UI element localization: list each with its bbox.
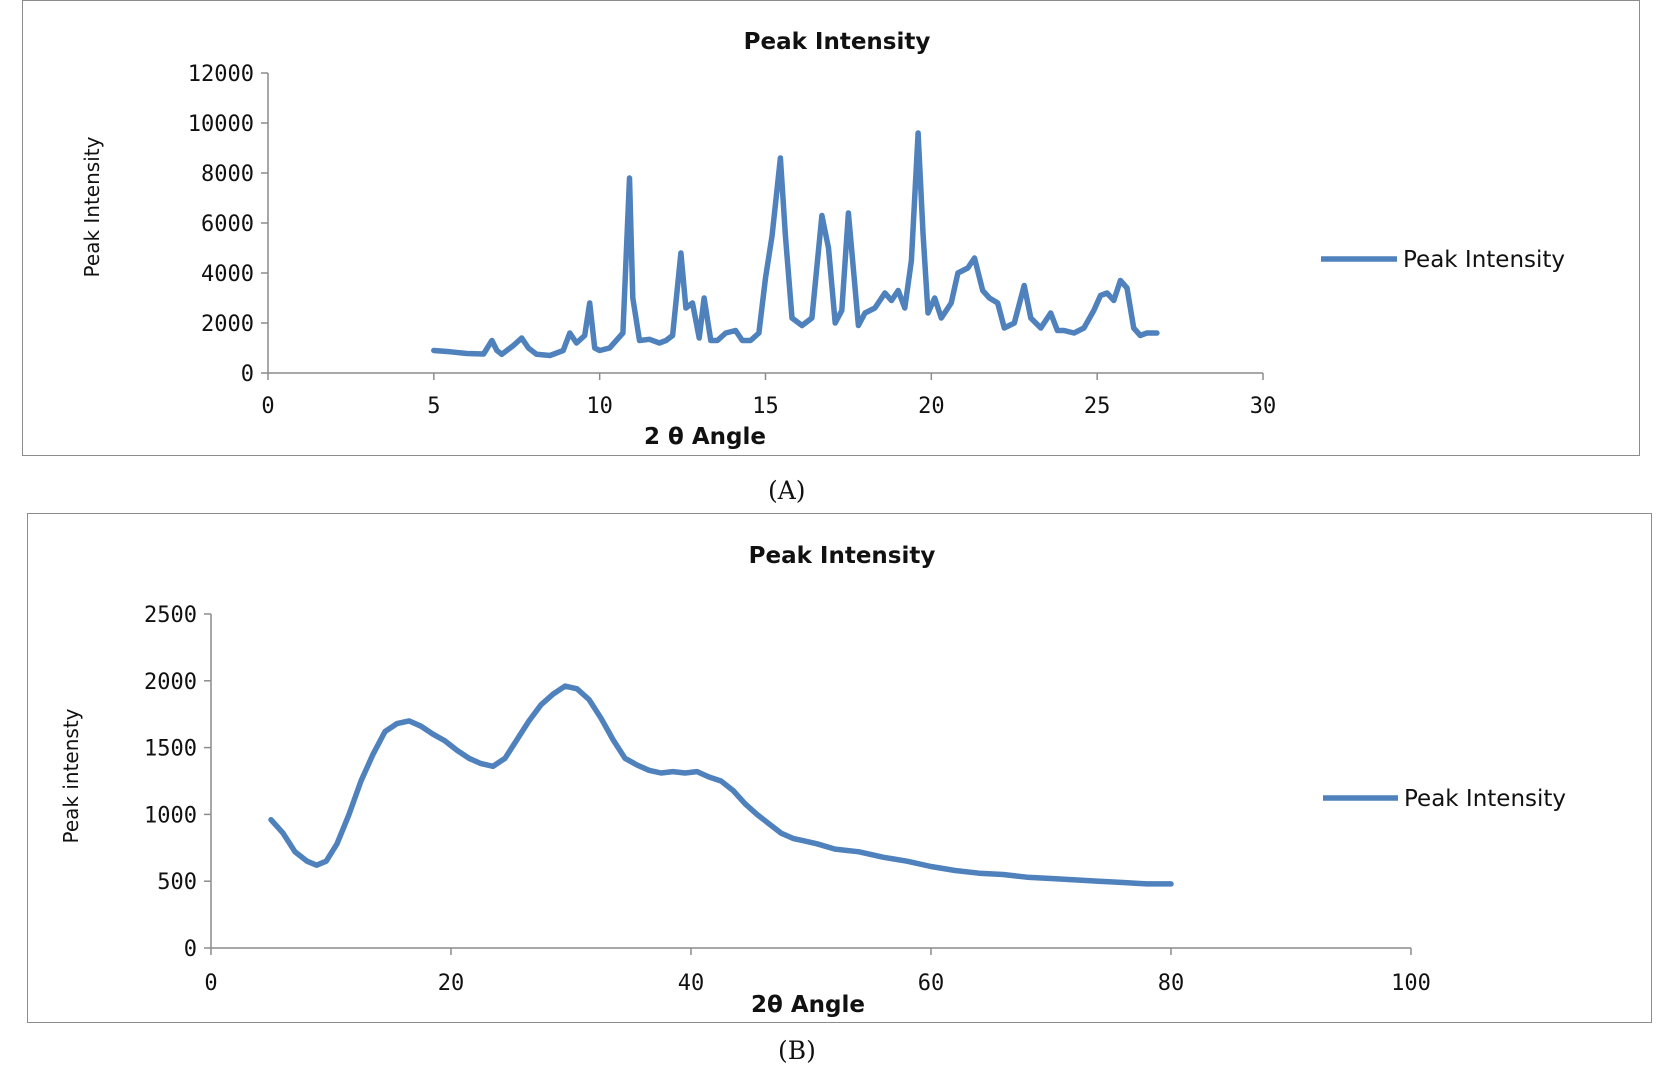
y-tick-label: 2500 xyxy=(144,603,197,628)
chart-a-title: Peak Intensity xyxy=(744,29,931,55)
caption-a: (A) xyxy=(768,476,806,505)
x-tick-label: 100 xyxy=(1391,971,1431,996)
x-tick-label: 10 xyxy=(586,394,613,419)
y-tick-label: 6000 xyxy=(201,212,254,237)
chart-a-xlabel: 2 θ Angle xyxy=(644,424,766,450)
y-tick-label: 2000 xyxy=(144,670,197,695)
y-tick-label: 1000 xyxy=(144,803,197,828)
x-tick-label: 40 xyxy=(678,971,705,996)
chart-a-ticks: 0 5 10 15 20 25 30 12000 10000 8000 6000 4000 2000 0 xyxy=(188,62,1276,419)
y-tick-label: 10000 xyxy=(188,112,254,137)
chart-b-title: Peak Intensity xyxy=(749,543,936,569)
chart-b-legend-label: Peak Intensity xyxy=(1404,786,1566,812)
chart-panel-b: Peak Intensity 2θ Angle Peak intensty 0 2… xyxy=(27,513,1652,1023)
chart-a-svg: Peak Intensity 2 θ Angle Peak Intensity … xyxy=(80,29,1565,450)
y-tick-label: 0 xyxy=(241,362,254,387)
y-tick-label: 2000 xyxy=(201,312,254,337)
x-tick-label: 30 xyxy=(1250,394,1277,419)
x-tick-label: 20 xyxy=(918,394,945,419)
x-tick-label: 25 xyxy=(1084,394,1111,419)
chart-b-series-line xyxy=(268,683,1174,887)
chart-b-ylabel: Peak intensty xyxy=(59,708,83,843)
y-tick-label: 0 xyxy=(184,937,197,962)
x-tick-label: 5 xyxy=(427,394,440,419)
x-tick-label: 0 xyxy=(261,394,274,419)
y-tick-label: 500 xyxy=(157,870,197,895)
y-tick-label: 12000 xyxy=(188,62,254,87)
y-tick-label: 1500 xyxy=(144,737,197,762)
chart-a-ylabel: Peak Intensity xyxy=(80,136,104,277)
chart-panel-a: Peak Intensity 2 θ Angle Peak Intensity … xyxy=(22,0,1640,456)
chart-b-xlabel: 2θ Angle xyxy=(751,992,865,1018)
chart-a-legend-label: Peak Intensity xyxy=(1403,247,1565,273)
x-tick-label: 20 xyxy=(438,971,465,996)
x-tick-label: 0 xyxy=(204,971,217,996)
x-tick-label: 15 xyxy=(752,394,779,419)
caption-b: (B) xyxy=(778,1036,816,1065)
x-tick-label: 80 xyxy=(1158,971,1185,996)
chart-b-ticks: 0 20 40 60 80 100 2500 2000 1500 1000 500 0 xyxy=(144,603,1431,996)
chart-b-svg: Peak Intensity 2θ Angle Peak intensty 0 2… xyxy=(59,543,1566,1018)
y-tick-label: 4000 xyxy=(201,262,254,287)
y-tick-label: 8000 xyxy=(201,162,254,187)
x-tick-label: 60 xyxy=(918,971,945,996)
chart-a-series-line xyxy=(431,130,1160,359)
